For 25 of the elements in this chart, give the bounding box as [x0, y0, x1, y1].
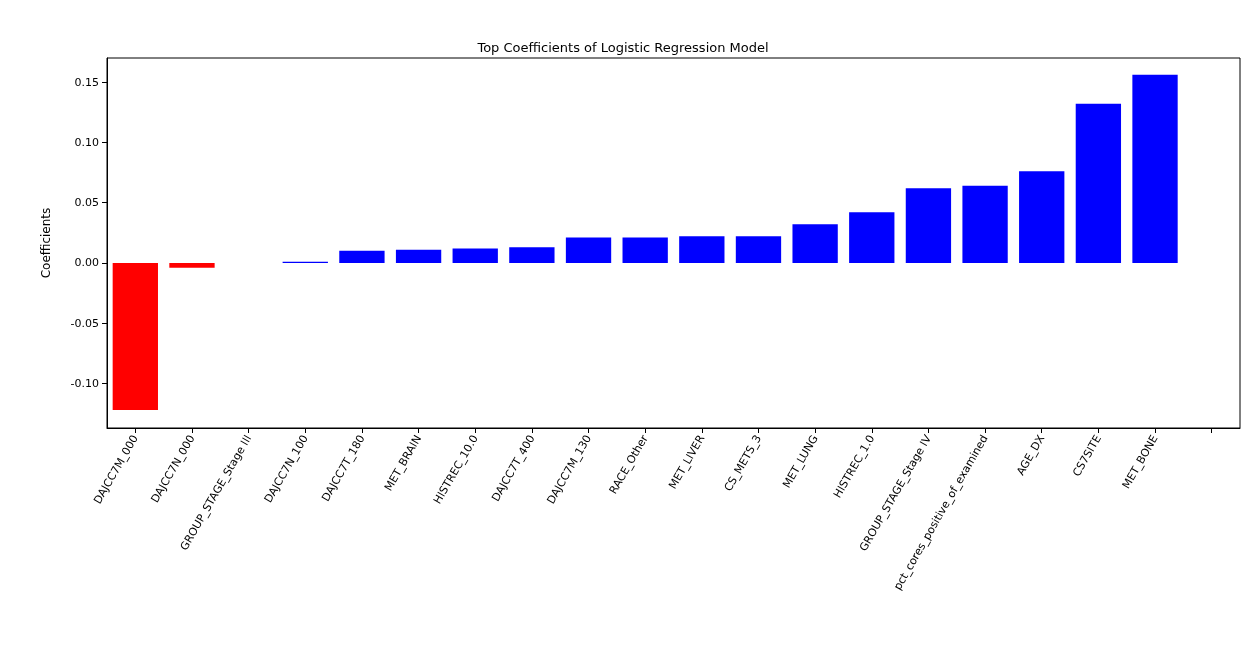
bar: [622, 237, 668, 263]
y-tick-label: 0.15: [74, 75, 99, 89]
bar: [679, 236, 725, 263]
bar: [509, 247, 555, 263]
bar: [339, 250, 385, 263]
bar: [792, 224, 838, 263]
y-tick-label: 0.05: [74, 196, 99, 210]
bar: [905, 188, 952, 263]
bar: [169, 262, 215, 268]
bar: [112, 262, 158, 410]
y-tick-label: -0.10: [70, 376, 99, 390]
bar: [1132, 74, 1178, 263]
bar: [565, 237, 612, 263]
bar: [849, 212, 895, 263]
y-tick-label: 0.10: [74, 135, 99, 149]
bar: [1019, 171, 1065, 263]
y-tick-label: 0.00: [74, 256, 99, 270]
bar: [1075, 103, 1122, 263]
bar: [962, 185, 1008, 263]
y-axis-title: Coefficients: [39, 207, 53, 279]
bar: [452, 248, 498, 263]
chart-title: Top Coefficients of Logistic Regression Model: [476, 40, 769, 55]
bar: [735, 236, 782, 263]
bar: [395, 249, 442, 263]
y-tick-label: -0.05: [70, 316, 99, 330]
